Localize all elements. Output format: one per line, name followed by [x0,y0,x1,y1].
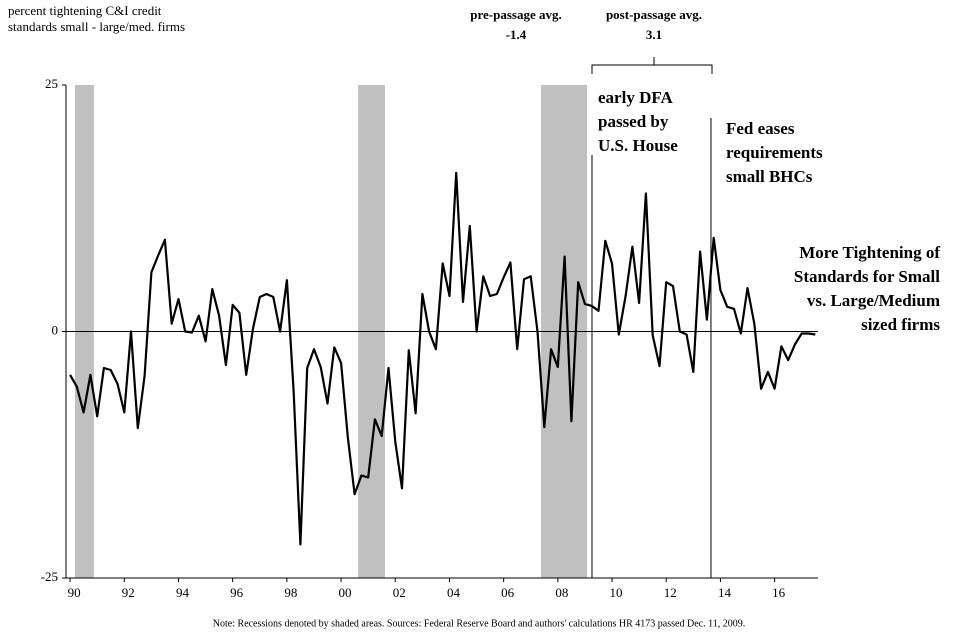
x-tick-label: 06 [501,585,515,600]
annotation: early DFA [598,88,673,107]
annotation: -1.4 [506,27,527,42]
x-tick-label: 10 [610,585,623,600]
y-tick-label: -25 [41,569,58,584]
annotation: More Tightening of [799,243,940,262]
annotation: Standards for Small [794,267,940,286]
x-tick-label: 14 [718,585,732,600]
x-tick-label: 12 [664,585,677,600]
annotation: vs. Large/Medium [807,291,940,310]
note: Note: Recessions denoted by shaded areas… [213,618,745,629]
x-tick-label: 16 [772,585,786,600]
annotation: pre-passage avg. [470,7,561,22]
annotation: U.S. House [598,136,678,155]
x-tick-label: 00 [339,585,352,600]
annotation: small BHCs [726,167,813,186]
x-tick-label: 98 [284,585,297,600]
annotation: sized firms [861,315,940,334]
x-tick-label: 92 [122,585,135,600]
x-tick-label: 94 [176,585,190,600]
annotation: requirements [726,143,823,162]
x-tick-label: 08 [555,585,568,600]
y-axis-label: percent tightening C&I credit [8,3,162,18]
x-tick-label: 90 [68,585,81,600]
annotation: post-passage avg. [606,7,702,22]
annotation: 3.1 [646,27,662,42]
y-axis-label: standards small - large/med. firms [8,19,185,34]
annotation: passed by [598,112,669,131]
x-tick-label: 04 [447,585,461,600]
y-tick-label: 25 [45,76,58,91]
annotation: Fed eases [726,119,795,138]
y-tick-label: 0 [52,322,59,337]
x-tick-label: 96 [230,585,244,600]
bracket [591,57,713,74]
data-line [69,171,816,546]
x-tick-label: 02 [393,585,406,600]
